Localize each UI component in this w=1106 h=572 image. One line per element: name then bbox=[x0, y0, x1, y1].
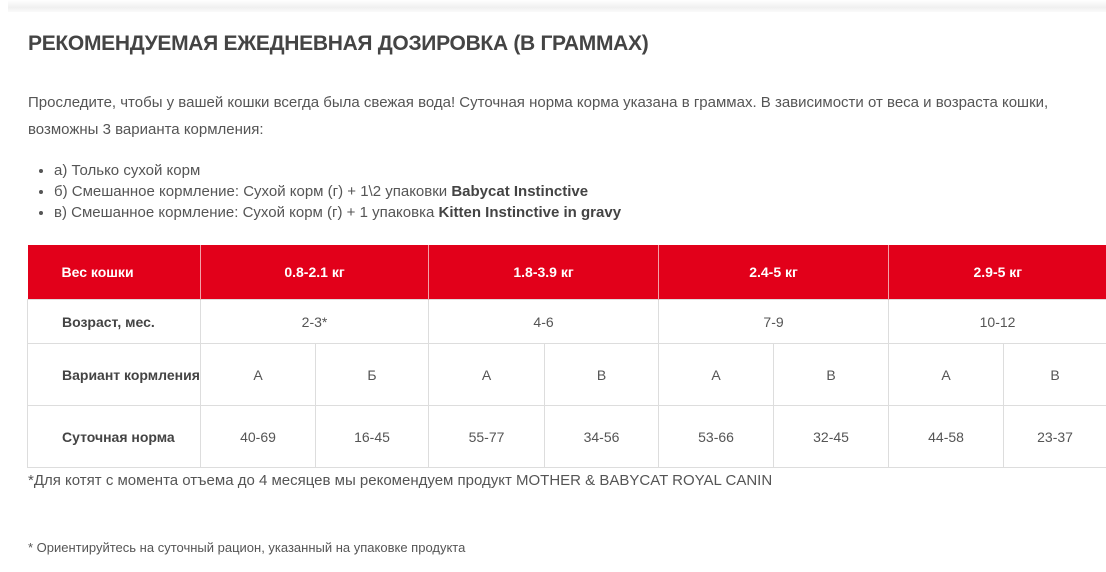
table-cell: В bbox=[1003, 343, 1106, 406]
table-header-row: Вес кошки 0.8-2.1 кг 1.8-3.9 кг 2.4-5 кг… bbox=[27, 245, 1106, 300]
weight-header: 2.4-5 кг bbox=[658, 245, 889, 300]
dosage-table: Вес кошки 0.8-2.1 кг 1.8-3.9 кг 2.4-5 кг… bbox=[27, 245, 1106, 468]
page-title: РЕКОМЕНДУЕМАЯ ЕЖЕДНЕВНАЯ ДОЗИРОВКА (В ГР… bbox=[28, 32, 649, 55]
table-cell: Б bbox=[314, 343, 430, 406]
option-text: в) Смешанное кормление: Сухой корм (г) +… bbox=[54, 204, 439, 221]
table-cell: В bbox=[773, 343, 890, 406]
product-name: Babycat Instinctive bbox=[451, 183, 589, 200]
header-label: Вес кошки bbox=[27, 245, 201, 300]
table-row: Возраст, мес. 2-3* 4-6 7-9 10-12 bbox=[27, 299, 1106, 344]
table-cell: 2-3* bbox=[199, 299, 430, 344]
row-label: Суточная норма bbox=[27, 405, 201, 468]
table-cell: А bbox=[428, 343, 546, 406]
table-cell: 7-9 bbox=[658, 299, 890, 344]
intro-text: Проследите, чтобы у вашей кошки всегда б… bbox=[28, 94, 1049, 138]
table-cell: 44-58 bbox=[888, 405, 1005, 468]
table-cell: 40-69 bbox=[200, 405, 316, 468]
table-cell: А bbox=[200, 343, 316, 406]
table-cell: 23-37 bbox=[1003, 405, 1106, 468]
row-label: Возраст, мес. bbox=[27, 299, 201, 344]
table-cell: 4-6 bbox=[428, 299, 660, 344]
table-cell: 16-45 bbox=[314, 405, 430, 468]
weight-header: 1.8-3.9 кг bbox=[428, 245, 659, 300]
list-item: а) Только сухой корм bbox=[54, 160, 854, 181]
table-cell: 53-66 bbox=[658, 405, 775, 468]
option-text: б) Смешанное кормление: Сухой корм (г) +… bbox=[54, 183, 452, 200]
list-item: в) Смешанное кормление: Сухой корм (г) +… bbox=[54, 202, 854, 223]
table-row: Вариант кормления А Б А В А В А В bbox=[27, 343, 1106, 406]
product-name: Kitten Instinctive in gravy bbox=[438, 204, 622, 221]
weight-header: 2.9-5 кг bbox=[888, 245, 1106, 300]
option-text: а) Только сухой корм bbox=[54, 162, 201, 179]
table-cell: А bbox=[888, 343, 1005, 406]
row-label: Вариант кормления bbox=[27, 343, 201, 406]
table-cell: 32-45 bbox=[773, 405, 890, 468]
footnote-package: * Ориентируйтесь на суточный рацион, ука… bbox=[28, 540, 466, 555]
list-item: б) Смешанное кормление: Сухой корм (г) +… bbox=[54, 181, 854, 202]
table-cell: А bbox=[658, 343, 775, 406]
weight-header: 0.8-2.1 кг bbox=[199, 245, 429, 300]
table-cell: В bbox=[544, 343, 660, 406]
footnote-kitten: *Для котят с момента отъема до 4 месяцев… bbox=[28, 472, 773, 489]
table-cell: 34-56 bbox=[544, 405, 660, 468]
table-cell: 55-77 bbox=[428, 405, 546, 468]
table-row: Суточная норма 40-69 16-45 55-77 34-56 5… bbox=[27, 405, 1106, 468]
top-shadow-bar bbox=[8, 0, 1106, 12]
feeding-options-list: а) Только сухой корм б) Смешанное кормле… bbox=[28, 160, 854, 223]
table-cell: 10-12 bbox=[888, 299, 1106, 344]
